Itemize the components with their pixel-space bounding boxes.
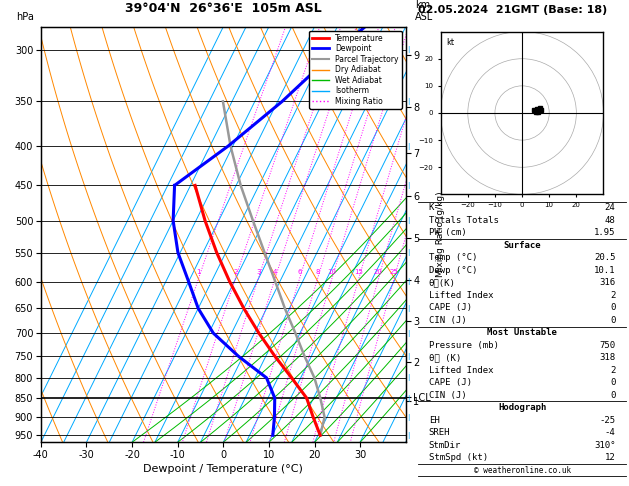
Text: 39°04'N  26°36'E  105m ASL: 39°04'N 26°36'E 105m ASL	[125, 1, 321, 15]
Text: Hodograph: Hodograph	[498, 403, 546, 412]
Text: |: |	[407, 182, 409, 189]
Text: Mixing Ratio (g/kg): Mixing Ratio (g/kg)	[436, 191, 445, 278]
Text: 25: 25	[389, 270, 398, 276]
Text: 2: 2	[610, 291, 615, 300]
Text: |: |	[407, 374, 409, 382]
Text: 10: 10	[327, 270, 337, 276]
Text: hPa: hPa	[16, 12, 33, 22]
Text: 48: 48	[604, 216, 615, 225]
Text: 0: 0	[610, 316, 615, 325]
Text: 1.95: 1.95	[594, 228, 615, 237]
Text: 20: 20	[374, 270, 383, 276]
Text: Lifted Index: Lifted Index	[429, 365, 493, 375]
Text: 2: 2	[610, 365, 615, 375]
Text: Surface: Surface	[503, 241, 541, 250]
Text: © weatheronline.co.uk: © weatheronline.co.uk	[474, 466, 571, 474]
Text: CAPE (J): CAPE (J)	[429, 303, 472, 312]
Text: Pressure (mb): Pressure (mb)	[429, 341, 499, 350]
Text: 6: 6	[298, 270, 302, 276]
Text: 15: 15	[354, 270, 363, 276]
Text: |: |	[407, 330, 409, 337]
Text: CIN (J): CIN (J)	[429, 316, 466, 325]
Text: |: |	[407, 278, 409, 285]
Text: CIN (J): CIN (J)	[429, 391, 466, 399]
Text: Totals Totals: Totals Totals	[429, 216, 499, 225]
Text: 310°: 310°	[594, 441, 615, 450]
Text: 3: 3	[256, 270, 260, 276]
Text: SREH: SREH	[429, 428, 450, 437]
Text: 12: 12	[604, 453, 615, 462]
Text: Most Unstable: Most Unstable	[487, 328, 557, 337]
Text: 1: 1	[196, 270, 201, 276]
X-axis label: Dewpoint / Temperature (°C): Dewpoint / Temperature (°C)	[143, 464, 303, 474]
Text: 318: 318	[599, 353, 615, 362]
Text: PW (cm): PW (cm)	[429, 228, 466, 237]
Text: StmDir: StmDir	[429, 441, 461, 450]
Text: -4: -4	[604, 428, 615, 437]
Text: |: |	[407, 217, 409, 224]
Text: θᴇ(K): θᴇ(K)	[429, 278, 455, 287]
Text: |: |	[407, 353, 409, 360]
Text: 2: 2	[233, 270, 238, 276]
Text: 0: 0	[610, 391, 615, 399]
Text: |: |	[407, 142, 409, 150]
Text: 750: 750	[599, 341, 615, 350]
Legend: Temperature, Dewpoint, Parcel Trajectory, Dry Adiabat, Wet Adiabat, Isotherm, Mi: Temperature, Dewpoint, Parcel Trajectory…	[309, 31, 402, 109]
Text: EH: EH	[429, 416, 440, 425]
Text: 316: 316	[599, 278, 615, 287]
Text: 20.5: 20.5	[594, 253, 615, 262]
Text: 0: 0	[610, 303, 615, 312]
Text: 02.05.2024  21GMT (Base: 18): 02.05.2024 21GMT (Base: 18)	[418, 4, 608, 15]
Text: 4: 4	[273, 270, 277, 276]
Text: |: |	[407, 98, 409, 105]
Text: |: |	[407, 46, 409, 53]
Text: K: K	[429, 204, 434, 212]
Text: |: |	[407, 432, 409, 439]
Text: -25: -25	[599, 416, 615, 425]
Text: θᴇ (K): θᴇ (K)	[429, 353, 461, 362]
Text: |: |	[407, 395, 409, 401]
Text: 10.1: 10.1	[594, 266, 615, 275]
Text: |: |	[407, 249, 409, 256]
Text: Lifted Index: Lifted Index	[429, 291, 493, 300]
Text: 8: 8	[315, 270, 320, 276]
Text: 24: 24	[604, 204, 615, 212]
Text: Temp (°C): Temp (°C)	[429, 253, 477, 262]
Text: |: |	[407, 414, 409, 421]
Text: kt: kt	[446, 38, 454, 47]
Text: CAPE (J): CAPE (J)	[429, 378, 472, 387]
Text: |: |	[407, 305, 409, 312]
Text: StmSpd (kt): StmSpd (kt)	[429, 453, 487, 462]
Text: Dewp (°C): Dewp (°C)	[429, 266, 477, 275]
Text: km
ASL: km ASL	[415, 0, 433, 22]
Text: 0: 0	[610, 378, 615, 387]
